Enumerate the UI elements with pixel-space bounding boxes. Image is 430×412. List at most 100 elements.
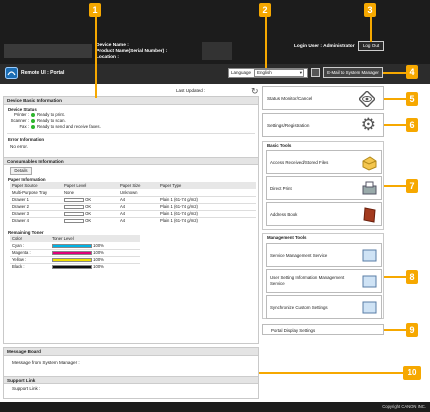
table-row: Drawer 3 OK A4 Plain 1 (61-74 g/m2): [10, 209, 256, 217]
status-value: Ready to scan.: [37, 118, 66, 123]
refresh-icon[interactable]: ↻: [251, 86, 259, 96]
message-board-panel: Message Board Message from System Manage…: [3, 347, 259, 399]
direct-print-button[interactable]: Direct Print: [266, 176, 382, 200]
portal-title: Remote UI : Portal: [21, 70, 65, 76]
column-header: Paper Size: [118, 182, 158, 189]
callout-7: 7: [406, 179, 418, 193]
paper-source: Drawer 2: [10, 202, 62, 210]
product-name-label: Product Name(Serial Number) :: [96, 49, 168, 55]
settings-registration-button[interactable]: Settings/Registration ⚙: [262, 113, 384, 137]
toner-level: 100%: [50, 262, 140, 270]
paper-type: Plain 1 (61-74 g/m2): [158, 209, 256, 217]
callout-4: 4: [406, 65, 418, 79]
status-monitor-label: Status Monitor/Cancel: [267, 96, 313, 101]
remote-ui-icon: [5, 67, 18, 79]
paper-level: OK: [62, 195, 118, 203]
language-select[interactable]: English ▾: [254, 69, 304, 77]
toner-color: Yellow :: [10, 255, 50, 263]
toner-bar-cyan: [53, 244, 91, 247]
paper-source: Multi-Purpose Tray: [12, 189, 48, 195]
paper-level: OK: [62, 202, 118, 210]
language-apply-button[interactable]: [311, 68, 320, 77]
paper-level: OK: [62, 216, 118, 224]
status-row: Fax : Ready to send and receive faxes.: [4, 124, 258, 130]
paper-type: Plain 1 (61-74 g/m2): [158, 202, 256, 210]
login-user-name: Administrator: [323, 44, 355, 49]
message-board-heading: Message Board: [4, 348, 258, 356]
ready-icon: [31, 119, 35, 123]
address-book-icon: [363, 207, 376, 223]
table-row: Drawer 2 OK A4 Plain 1 (61-74 g/m2): [10, 202, 256, 210]
toner-color: Cyan :: [12, 242, 25, 248]
callout-8: 8: [406, 270, 418, 284]
toner-level: 100%: [50, 248, 140, 256]
column-header: Paper Type: [158, 182, 256, 189]
management-tools-heading: Management Tools: [267, 235, 307, 240]
paper-level-bar: [64, 211, 84, 216]
service-management-button[interactable]: Service Management Service: [266, 243, 382, 267]
callout-9: 9: [406, 323, 418, 337]
status-row: Scanner : Ready to scan.: [4, 118, 258, 124]
gear-icon: ⚙: [360, 115, 376, 134]
synchronize-settings-button[interactable]: Synchronize Custom Settings: [266, 295, 382, 319]
column-header: Toner Level: [50, 235, 140, 242]
table-row: Drawer 4 OK A4 Plain 1 (61-74 g/m2): [10, 216, 256, 224]
paper-level: OK: [62, 209, 118, 217]
management-tools-panel: Management Tools Service Management Serv…: [262, 233, 384, 319]
window-icon: [362, 275, 377, 288]
table-row: Cyan : 100%: [10, 242, 140, 249]
paper-source: Drawer 1: [10, 195, 62, 203]
paper-level-bar: [64, 197, 84, 202]
status-label: Fax :: [19, 124, 29, 129]
error-value: No error.: [10, 144, 28, 149]
access-files-button[interactable]: Access Received/Stored Files: [266, 150, 382, 174]
device-logo-area: [4, 44, 92, 58]
status-monitor-button[interactable]: Status Monitor/Cancel: [262, 86, 384, 110]
status-label: Scanner :: [10, 118, 29, 123]
chevron-down-icon: ▾: [299, 70, 302, 75]
device-basic-info-heading: Device Basic Information: [4, 97, 258, 105]
user-setting-management-button[interactable]: User Setting Information Management Serv…: [266, 269, 382, 293]
eye-icon: [359, 91, 375, 107]
device-info-values: [202, 42, 232, 60]
paper-size: A4: [118, 209, 158, 217]
paper-size: A4: [118, 202, 158, 210]
column-header: Paper Level: [62, 182, 118, 189]
toner-level: 100%: [50, 242, 140, 249]
paper-size: Unknown: [120, 189, 138, 195]
email-system-manager-button[interactable]: E-Mail to System Manager: [323, 67, 383, 78]
device-info: Device Name : Product Name(Serial Number…: [96, 43, 167, 62]
login-user-label: Login User :: [294, 44, 322, 49]
paper-level: None: [64, 189, 75, 195]
device-status-heading: Device Status: [8, 107, 37, 112]
paper-level-bar: [64, 204, 84, 209]
location-label: Location :: [96, 55, 119, 61]
table-row: Drawer 1 OK A4 Plain 1 (61-74 g/m2): [10, 195, 256, 203]
footer-copyright: Copyright CANON INC.: [0, 402, 430, 412]
portal-display-settings-link[interactable]: Portal Display Settings: [262, 324, 384, 335]
login-user: Login User : Administrator: [294, 44, 355, 49]
address-book-button[interactable]: Address Book: [266, 202, 382, 226]
printer-icon: [362, 181, 377, 195]
table-row: Multi-Purpose Tray None Unknown: [10, 189, 256, 196]
table-row: Yellow : 100%: [10, 255, 140, 263]
window-icon: [362, 249, 377, 262]
toner-color: Black :: [10, 262, 50, 270]
toner-color: Magenta :: [10, 248, 50, 256]
device-name-label: Device Name :: [96, 43, 129, 48]
callout-10: 10: [403, 366, 421, 380]
paper-table: Paper Source Paper Level Paper Size Pape…: [10, 182, 256, 224]
details-button[interactable]: Details: [10, 167, 32, 175]
paper-type: Plain 1 (61-74 g/m2): [158, 216, 256, 224]
status-value: Ready to print.: [37, 112, 65, 117]
support-link[interactable]: Support Link :: [12, 386, 41, 391]
callout-1: 1: [89, 3, 101, 17]
consumables-heading: Consumables Information: [4, 157, 258, 165]
ready-icon: [31, 113, 35, 117]
basic-tools-panel: Basic Tools Access Received/Stored Files…: [262, 141, 384, 230]
device-basic-info-panel: Device Basic Information Device Status P…: [3, 96, 259, 344]
logout-button[interactable]: Log Out: [358, 41, 384, 51]
paper-type: Plain 1 (61-74 g/m2): [158, 195, 256, 203]
paper-size: A4: [118, 216, 158, 224]
remaining-toner-heading: Remaining Toner: [8, 230, 44, 235]
